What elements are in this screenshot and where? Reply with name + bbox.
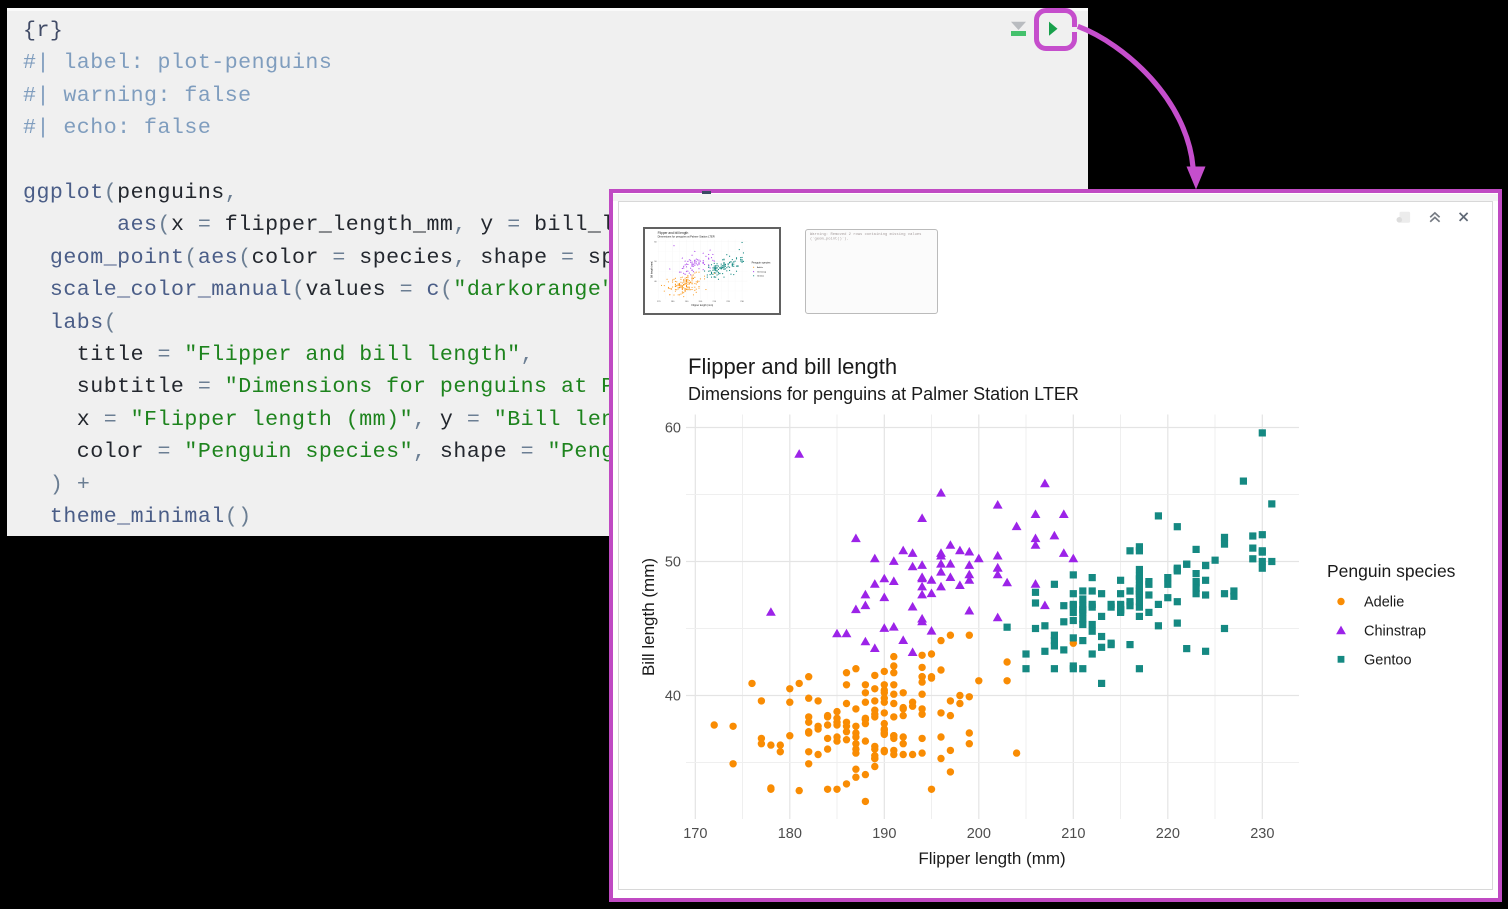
svg-text:200: 200 bbox=[967, 826, 991, 842]
svg-text:220: 220 bbox=[1156, 826, 1180, 842]
svg-text:Gentoo: Gentoo bbox=[1364, 653, 1412, 669]
svg-text:Chinstrap: Chinstrap bbox=[757, 270, 767, 273]
svg-text:60: 60 bbox=[665, 421, 681, 437]
svg-text:Gentoo: Gentoo bbox=[757, 274, 765, 277]
svg-text:230: 230 bbox=[740, 301, 744, 303]
svg-text:230: 230 bbox=[1250, 826, 1274, 842]
svg-text:Flipper length (mm): Flipper length (mm) bbox=[692, 303, 714, 306]
svg-text:Penguin species: Penguin species bbox=[1327, 561, 1456, 581]
svg-text:170: 170 bbox=[683, 826, 707, 842]
svg-text:180: 180 bbox=[778, 826, 802, 842]
svg-text:190: 190 bbox=[685, 301, 689, 303]
svg-text:50: 50 bbox=[654, 261, 657, 263]
svg-text:60: 60 bbox=[654, 241, 657, 243]
svg-text:210: 210 bbox=[713, 301, 717, 303]
svg-text:Penguin species: Penguin species bbox=[752, 260, 772, 264]
svg-text:190: 190 bbox=[872, 826, 896, 842]
svg-text:200: 200 bbox=[699, 301, 703, 303]
svg-text:40: 40 bbox=[665, 689, 681, 705]
svg-text:Adelie: Adelie bbox=[1364, 595, 1404, 611]
svg-text:50: 50 bbox=[665, 555, 681, 571]
svg-text:Chinstrap: Chinstrap bbox=[1364, 624, 1426, 640]
svg-text:Flipper and bill length: Flipper and bill length bbox=[688, 354, 897, 379]
svg-text:220: 220 bbox=[726, 301, 730, 303]
svg-text:Adelie: Adelie bbox=[757, 265, 764, 268]
svg-text:Flipper length (mm): Flipper length (mm) bbox=[918, 849, 1065, 868]
svg-text:Flipper and bill length: Flipper and bill length bbox=[658, 230, 689, 234]
svg-text:Dimensions for penguins at Pal: Dimensions for penguins at Palmer Statio… bbox=[688, 384, 1079, 404]
svg-text:180: 180 bbox=[671, 301, 675, 303]
svg-text:40: 40 bbox=[654, 280, 657, 282]
svg-text:170: 170 bbox=[657, 301, 661, 303]
svg-text:210: 210 bbox=[1061, 826, 1085, 842]
svg-text:Dimensions for penguins at Pal: Dimensions for penguins at Palmer Statio… bbox=[658, 234, 715, 238]
svg-text:Bill length (mm): Bill length (mm) bbox=[651, 260, 654, 277]
svg-text:Bill length (mm): Bill length (mm) bbox=[639, 558, 658, 676]
